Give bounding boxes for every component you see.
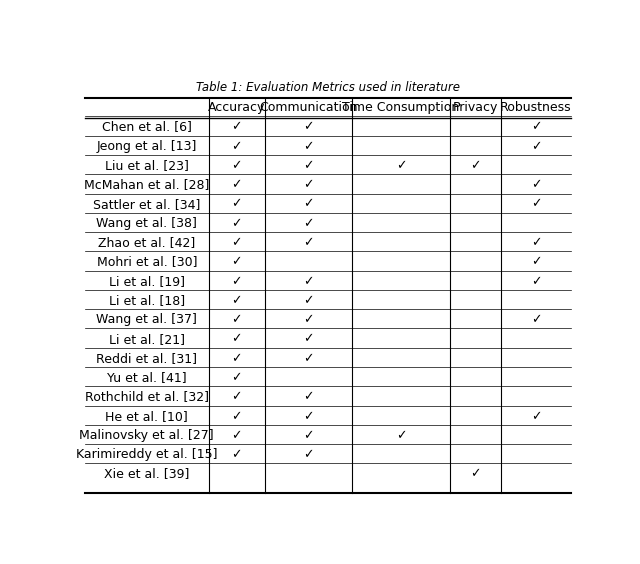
- Text: ✓: ✓: [232, 275, 242, 288]
- Text: ✓: ✓: [232, 178, 242, 191]
- Text: Li et al. [21]: Li et al. [21]: [109, 333, 185, 346]
- Text: Wang et al. [37]: Wang et al. [37]: [97, 313, 197, 327]
- Text: ✓: ✓: [303, 236, 314, 249]
- Text: ✓: ✓: [303, 178, 314, 191]
- Text: ✓: ✓: [303, 294, 314, 307]
- Text: Accuracy: Accuracy: [208, 101, 266, 114]
- Text: ✓: ✓: [232, 294, 242, 307]
- Text: ✓: ✓: [303, 275, 314, 288]
- Text: Reddi et al. [31]: Reddi et al. [31]: [96, 352, 197, 365]
- Text: ✓: ✓: [303, 159, 314, 172]
- Text: Zhao et al. [42]: Zhao et al. [42]: [98, 236, 195, 249]
- Text: ✓: ✓: [303, 429, 314, 442]
- Text: Karimireddy et al. [15]: Karimireddy et al. [15]: [76, 448, 218, 461]
- Text: ✓: ✓: [531, 197, 541, 210]
- Text: Communication: Communication: [259, 101, 358, 114]
- Text: Wang et al. [38]: Wang et al. [38]: [97, 217, 197, 230]
- Text: ✓: ✓: [531, 409, 541, 422]
- Text: ✓: ✓: [531, 236, 541, 249]
- Text: ✓: ✓: [531, 313, 541, 327]
- Text: ✓: ✓: [303, 121, 314, 134]
- Text: McMahan et al. [28]: McMahan et al. [28]: [84, 178, 209, 191]
- Text: ✓: ✓: [232, 352, 242, 365]
- Text: ✓: ✓: [470, 159, 481, 172]
- Text: ✓: ✓: [232, 217, 242, 230]
- Text: ✓: ✓: [232, 197, 242, 210]
- Text: Liu et al. [23]: Liu et al. [23]: [105, 159, 189, 172]
- Text: He et al. [10]: He et al. [10]: [106, 409, 188, 422]
- Text: ✓: ✓: [232, 140, 242, 153]
- Text: ✓: ✓: [303, 390, 314, 403]
- Text: ✓: ✓: [396, 159, 406, 172]
- Text: ✓: ✓: [531, 121, 541, 134]
- Text: ✓: ✓: [303, 409, 314, 422]
- Text: ✓: ✓: [303, 140, 314, 153]
- Text: Jeong et al. [13]: Jeong et al. [13]: [97, 140, 197, 153]
- Text: ✓: ✓: [303, 352, 314, 365]
- Text: ✓: ✓: [232, 390, 242, 403]
- Text: Xie et al. [39]: Xie et al. [39]: [104, 468, 189, 481]
- Text: Rothchild et al. [32]: Rothchild et al. [32]: [84, 390, 209, 403]
- Text: Chen et al. [6]: Chen et al. [6]: [102, 121, 192, 134]
- Text: ✓: ✓: [531, 255, 541, 268]
- Text: ✓: ✓: [232, 236, 242, 249]
- Text: Sattler et al. [34]: Sattler et al. [34]: [93, 197, 200, 210]
- Text: Privacy: Privacy: [453, 101, 498, 114]
- Text: ✓: ✓: [470, 468, 481, 481]
- Text: Table 1: Evaluation Metrics used in literature: Table 1: Evaluation Metrics used in lite…: [196, 81, 460, 94]
- Text: Li et al. [19]: Li et al. [19]: [109, 275, 185, 288]
- Text: ✓: ✓: [303, 313, 314, 327]
- Text: ✓: ✓: [303, 217, 314, 230]
- Text: ✓: ✓: [232, 121, 242, 134]
- Text: ✓: ✓: [531, 140, 541, 153]
- Text: ✓: ✓: [232, 333, 242, 346]
- Text: ✓: ✓: [232, 313, 242, 327]
- Text: Robustness: Robustness: [500, 101, 572, 114]
- Text: ✓: ✓: [396, 429, 406, 442]
- Text: ✓: ✓: [232, 448, 242, 461]
- Text: ✓: ✓: [303, 448, 314, 461]
- Text: ✓: ✓: [531, 275, 541, 288]
- Text: ✓: ✓: [232, 409, 242, 422]
- Text: ✓: ✓: [232, 371, 242, 384]
- Text: ✓: ✓: [531, 178, 541, 191]
- Text: Malinovsky et al. [27]: Malinovsky et al. [27]: [79, 429, 214, 442]
- Text: ✓: ✓: [232, 255, 242, 268]
- Text: Li et al. [18]: Li et al. [18]: [109, 294, 185, 307]
- Text: ✓: ✓: [232, 429, 242, 442]
- Text: Yu et al. [41]: Yu et al. [41]: [107, 371, 187, 384]
- Text: Mohri et al. [30]: Mohri et al. [30]: [97, 255, 197, 268]
- Text: ✓: ✓: [303, 197, 314, 210]
- Text: Time Consumption: Time Consumption: [342, 101, 460, 114]
- Text: ✓: ✓: [232, 159, 242, 172]
- Text: ✓: ✓: [303, 333, 314, 346]
